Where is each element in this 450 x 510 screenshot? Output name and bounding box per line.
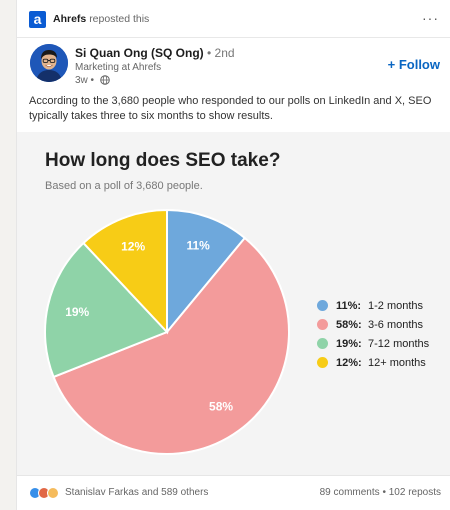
legend-percent-2: 19%: [336, 337, 362, 350]
follow-button[interactable]: + Follow [387, 57, 440, 72]
legend-label-3: 12+ months [368, 356, 426, 369]
chart-subtitle: Based on a poll of 3,680 people. [45, 180, 203, 192]
pie-slice-label-3: 12% [121, 239, 145, 253]
post-card: a Ahrefs reposted this ··· Si Quan Ong (… [16, 0, 450, 510]
repost-company[interactable]: Ahrefs [53, 13, 87, 25]
insightful-reaction-icon [47, 487, 59, 499]
repost-text: Ahrefs reposted this [53, 13, 149, 25]
pie-chart: 11% 58% 19% 12% [44, 208, 290, 455]
author-name[interactable]: Si Quan Ong (SQ Ong) [75, 46, 204, 60]
more-options-button[interactable]: ··· [422, 10, 439, 26]
legend-item-1: 58%: 3-6 months [317, 315, 429, 334]
repost-header: a Ahrefs reposted this ··· [17, 0, 450, 38]
legend-label-1: 3-6 months [368, 318, 424, 331]
legend-label-0: 1-2 months [368, 299, 424, 312]
post-time-text: 3w • [75, 75, 95, 86]
reactions-count[interactable]: Stanislav Farkas and 589 others [65, 487, 209, 498]
author-avatar[interactable] [30, 44, 68, 82]
ahrefs-logo[interactable]: a [29, 11, 46, 28]
pie-slice-1 [52, 236, 290, 455]
legend-item-2: 19%: 7-12 months [317, 334, 429, 353]
pie-slice-label-0: 11% [186, 238, 210, 252]
pie-slice-3 [82, 208, 168, 335]
author-name-line: Si Quan Ong (SQ Ong) • 2nd [75, 46, 235, 60]
reaction-icons[interactable] [29, 487, 63, 499]
repost-label: reposted this [89, 13, 150, 25]
legend-swatch-3 [317, 357, 328, 368]
comments-count[interactable]: 89 comments [319, 487, 380, 498]
chart-legend: 11%: 1-2 months 58%: 3-6 months 19%: 7-12 mon… [317, 296, 429, 372]
legend-percent-0: 11%: [336, 299, 362, 312]
social-counts-bar: Stanislav Farkas and 589 others 89 comme… [17, 475, 450, 510]
stats-separator: • [382, 487, 386, 498]
engagement-stats: 89 comments • 102 reposts [320, 487, 441, 498]
post-text: According to the 3,680 people who respon… [29, 95, 432, 122]
legend-percent-3: 12%: [336, 356, 362, 369]
pie-slice-label-1: 58% [209, 399, 233, 413]
author-headline: Marketing at Ahrefs [75, 62, 162, 73]
chart-title: How long does SEO take? [45, 150, 281, 171]
reposts-count[interactable]: 102 reposts [388, 487, 441, 498]
pie-slice-0 [166, 208, 247, 335]
pie-slice-2 [44, 241, 169, 379]
avatar-portrait-icon [30, 44, 68, 82]
legend-item-0: 11%: 1-2 months [317, 296, 429, 315]
legend-swatch-0 [317, 300, 328, 311]
legend-swatch-2 [317, 338, 328, 349]
connection-degree: • 2nd [207, 46, 235, 60]
legend-swatch-1 [317, 319, 328, 330]
globe-icon [100, 75, 110, 85]
pie-slice-label-2: 19% [65, 305, 89, 319]
legend-label-2: 7-12 months [368, 337, 430, 350]
post-timestamp: 3w • [75, 75, 110, 86]
legend-percent-1: 58%: [336, 318, 362, 331]
legend-item-3: 12%: 12+ months [317, 353, 429, 372]
infographic-image[interactable]: How long does SEO take? Based on a poll … [17, 132, 450, 475]
